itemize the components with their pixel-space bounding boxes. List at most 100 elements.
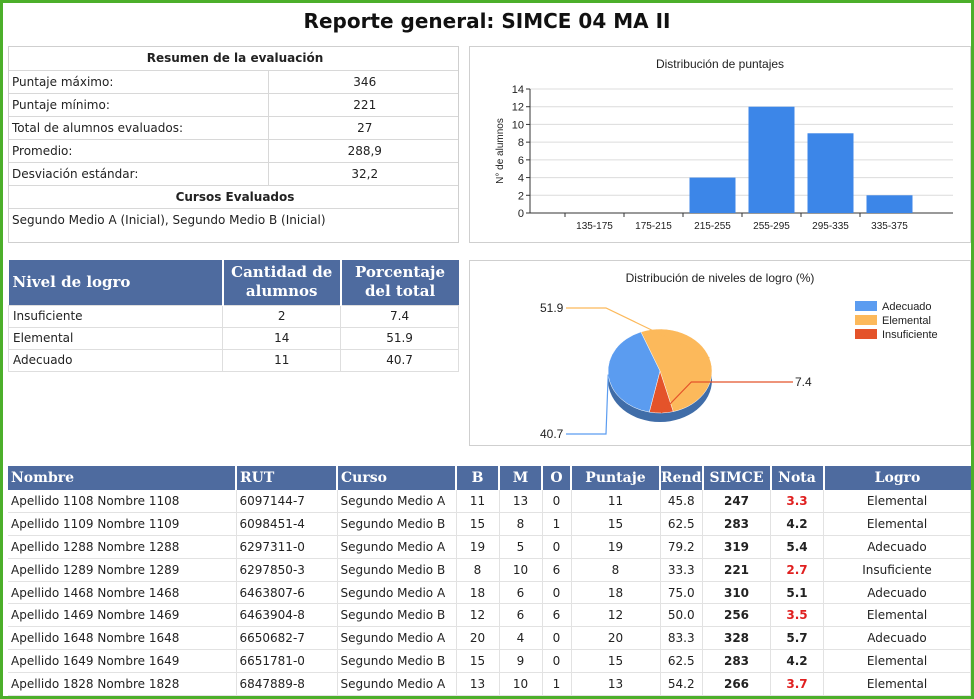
cell-nombre: Apellido 1469 Nombre 1469 (8, 603, 237, 628)
cell-rend: 45.8 (660, 490, 704, 514)
chart-title: Distribución de puntajes (655, 57, 785, 71)
cell-nota: 2.7 (770, 558, 825, 582)
cell-o: 0 (542, 535, 572, 559)
cell-m: 4 (499, 626, 543, 651)
cell-rut: 6097144-7 (236, 490, 338, 514)
col-header-logro: Logro (823, 466, 971, 490)
cell-puntaje: 19 (571, 535, 661, 559)
cell-curso: Segundo Medio A (337, 581, 457, 605)
cell-curso: Segundo Medio A (337, 626, 457, 651)
level-name: Adecuado (7, 348, 224, 372)
cell-rend: 33.3 (660, 558, 704, 582)
cell-puntaje: 12 (571, 603, 661, 628)
summary-value: 288,9 (267, 139, 458, 163)
cell-rut: 6297850-3 (236, 558, 338, 582)
cell-b: 13 (456, 672, 500, 696)
pie-chart-svg: 51.9 7.4 40.7 Adecuado Elemental Insuficiente (540, 301, 938, 441)
cell-rend: 79.2 (660, 535, 704, 559)
cell-b: 15 (456, 649, 500, 673)
cell-curso: Segundo Medio B (337, 558, 457, 582)
summary-value: 221 (267, 93, 458, 117)
x-tick-label: 175-215 (635, 221, 672, 232)
cell-simce: 221 (702, 558, 772, 582)
cell-nombre: Apellido 1288 Nombre 1288 (8, 535, 237, 559)
cell-nota: 5.1 (770, 581, 825, 605)
cell-b: 19 (456, 535, 500, 559)
cell-logro: Adecuado (823, 626, 971, 651)
cell-nombre: Apellido 1108 Nombre 1108 (8, 490, 237, 514)
x-tick-label: 135-175 (576, 221, 613, 232)
level-header: Nivel de logro (8, 260, 224, 305)
cell-rut: 6463807-6 (236, 581, 338, 605)
table-row: Apellido 1469 Nombre 1469 6463904-8 Segund… (8, 603, 971, 628)
cell-nota: 4.2 (770, 512, 825, 537)
level-name: Elemental (7, 326, 224, 350)
bar (748, 106, 795, 213)
cursos-text: Segundo Medio A (Inicial), Segundo Medio… (12, 212, 326, 227)
cell-simce: 256 (702, 603, 772, 628)
table-row: Apellido 1828 Nombre 1828 6847889-8 Segund… (8, 672, 971, 696)
x-tick-label: 335-375 (871, 221, 908, 232)
cell-o: 0 (542, 626, 572, 651)
leader-line (660, 381, 793, 414)
table-row: Apellido 1289 Nombre 1289 6297850-3 Segund… (8, 558, 971, 582)
y-tick-label: 0 (518, 208, 524, 220)
leader-line (566, 307, 710, 359)
cell-curso: Segundo Medio A (337, 672, 457, 696)
summary-row: Desviación estándar: 32,2 (9, 162, 458, 186)
cell-o: 0 (542, 490, 572, 514)
cell-nota: 3.5 (770, 603, 825, 628)
summary-label: Puntaje mínimo: (9, 93, 268, 117)
bar (689, 177, 736, 213)
cell-m: 9 (499, 649, 543, 673)
legend-swatch (855, 315, 877, 325)
cell-puntaje: 20 (571, 626, 661, 651)
chart-title: Distribución de niveles de logro (%) (625, 271, 815, 285)
cell-m: 13 (499, 490, 543, 514)
level-distribution-chart: Distribución de niveles de logro (%) 51.… (469, 260, 971, 446)
level-row: Elemental 14 51.9 (7, 326, 459, 350)
cell-b: 20 (456, 626, 500, 651)
cell-rend: 62.5 (660, 649, 704, 673)
cell-o: 6 (542, 558, 572, 582)
cell-curso: Segundo Medio A (337, 490, 457, 514)
cell-rend: 83.3 (660, 626, 704, 651)
cell-nota: 5.7 (770, 626, 825, 651)
level-count: 11 (222, 348, 342, 372)
x-tick-label: 295-335 (812, 221, 849, 232)
cell-o: 6 (542, 603, 572, 628)
legend-label: Elemental (882, 315, 931, 327)
cell-rut: 6463904-8 (236, 603, 338, 628)
cell-puntaje: 13 (571, 672, 661, 696)
pie-data-label: 40.7 (540, 427, 564, 441)
x-tick-label: 215-255 (694, 221, 731, 232)
cell-m: 10 (499, 558, 543, 582)
col-header-simce: SIMCE (702, 466, 772, 490)
col-header-rut: RUT (236, 466, 338, 490)
cell-b: 8 (456, 558, 500, 582)
cell-rend: 75.0 (660, 581, 704, 605)
cell-nombre: Apellido 1109 Nombre 1109 (8, 512, 237, 537)
score-distribution-chart: Distribución de puntajes 0 2 4 6 8 10 12 14 N° d… (469, 46, 971, 243)
level-row: Insuficiente 2 7.4 (7, 304, 459, 328)
cell-puntaje: 11 (571, 490, 661, 514)
summary-value: 346 (267, 70, 458, 94)
table-row: Apellido 1649 Nombre 1649 6651781-0 Segund… (8, 649, 971, 673)
cell-m: 6 (499, 581, 543, 605)
cell-o: 1 (542, 512, 572, 537)
pie-data-label: 51.9 (540, 301, 564, 315)
cell-b: 12 (456, 603, 500, 628)
col-header-m: M (499, 466, 543, 490)
summary-row: Total de alumnos evaluados: 27 (9, 116, 458, 140)
cell-simce: 328 (702, 626, 772, 651)
cell-m: 6 (499, 603, 543, 628)
cell-simce: 283 (702, 512, 772, 537)
cell-simce: 247 (702, 490, 772, 514)
table-row: Apellido 1108 Nombre 1108 6097144-7 Segund… (8, 490, 971, 514)
y-tick-label: 14 (512, 84, 524, 96)
y-tick-label: 6 (518, 155, 524, 167)
cell-logro: Insuficiente (823, 558, 971, 582)
cell-simce: 266 (702, 672, 772, 696)
y-axis-label: N° de alumnos (495, 118, 506, 184)
summary-label: Desviación estándar: (9, 162, 268, 186)
